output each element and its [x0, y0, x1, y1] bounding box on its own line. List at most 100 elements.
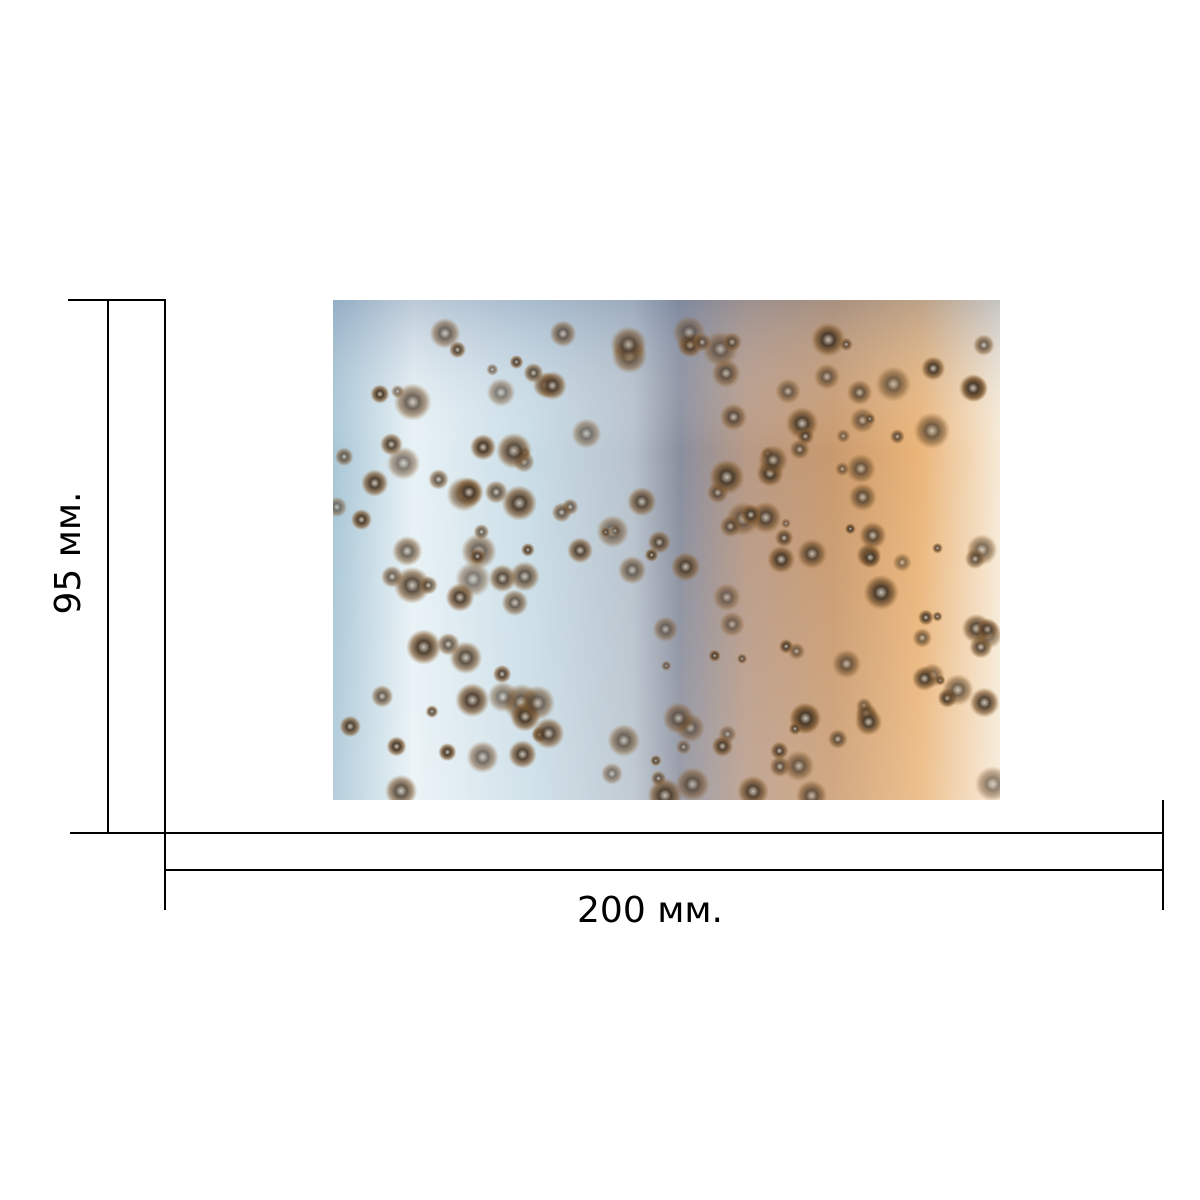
rust-spot	[473, 523, 490, 540]
rust-spot	[796, 538, 828, 570]
rust-spot	[722, 332, 743, 353]
rust-spot	[932, 611, 943, 622]
rust-spot	[607, 724, 641, 757]
rust-spot	[848, 482, 878, 512]
rust-spot	[647, 777, 683, 800]
rust-spot	[796, 427, 815, 446]
rust-spot	[770, 741, 789, 761]
rust-spot	[360, 469, 389, 497]
rust-spot	[501, 485, 538, 521]
rust-spot	[384, 774, 418, 800]
rust-spot	[834, 461, 850, 477]
width-label: 200 мм.	[577, 890, 723, 931]
rust-spot	[670, 551, 701, 582]
rust-spot	[455, 682, 490, 718]
rust-spot	[627, 486, 657, 517]
rust-spot	[875, 366, 912, 402]
rust-spot	[662, 702, 695, 735]
rust-spot	[719, 611, 745, 638]
rust-spot	[418, 575, 438, 595]
rust-spot	[487, 681, 519, 713]
rust-spot	[783, 750, 815, 782]
rust-spot	[845, 453, 877, 484]
rust-spot	[386, 446, 421, 481]
rust-spot	[386, 736, 407, 757]
rust-spot	[469, 548, 486, 565]
rust-spot	[795, 779, 828, 800]
rust-spot	[913, 412, 951, 450]
height-label: 95 мм.	[48, 491, 89, 614]
rust-spot	[675, 739, 692, 755]
rust-spot	[571, 418, 602, 449]
rust-spot	[333, 496, 348, 518]
rust-spot	[972, 334, 995, 356]
rust-spot	[719, 515, 742, 538]
rust-spot	[708, 649, 721, 662]
rust-spot	[911, 665, 938, 692]
rust-spot	[425, 705, 439, 719]
rust-spot	[508, 740, 537, 769]
rust-spot	[863, 574, 899, 611]
rust-spot	[405, 629, 442, 665]
rust-spot	[469, 434, 497, 461]
rust-spot	[739, 503, 762, 526]
rust-spot	[350, 509, 373, 531]
rust-spot	[889, 429, 905, 445]
rust-spot	[600, 762, 623, 785]
rust-spot	[484, 480, 508, 504]
rust-spot	[863, 412, 876, 425]
rust-spot	[334, 447, 354, 467]
rust-spot	[780, 518, 792, 529]
rust-spot	[810, 322, 846, 358]
rust-spot	[831, 649, 862, 679]
rust-spot	[932, 542, 943, 554]
rust-spot	[854, 708, 883, 736]
rust-spot	[675, 766, 710, 800]
rust-spot	[370, 384, 390, 404]
rust-spot	[692, 332, 712, 352]
rust-spot	[381, 565, 404, 588]
rust-spot	[436, 632, 460, 656]
rust-spot	[454, 477, 484, 507]
rust-spot	[549, 320, 577, 348]
rust-spot	[767, 545, 796, 574]
rust-spot	[813, 363, 841, 391]
rust-spot	[964, 548, 986, 570]
rust-spot	[466, 740, 499, 774]
rust-spot	[969, 687, 1000, 718]
rust-spot	[844, 523, 856, 535]
rust-spot	[708, 458, 745, 496]
rust-spot	[775, 378, 801, 405]
rust-spot	[661, 660, 672, 671]
rust-spot	[537, 371, 567, 401]
rust-spot	[650, 754, 662, 767]
rust-spot	[975, 617, 999, 641]
rust-spot	[495, 432, 533, 469]
photo	[333, 300, 1000, 800]
rust-spot	[567, 537, 594, 564]
rust-spot	[836, 428, 851, 444]
rust-spot	[737, 775, 770, 800]
rust-spot	[392, 535, 423, 567]
rust-spot	[774, 528, 794, 548]
rust-spot	[719, 403, 748, 431]
rust-spot	[600, 527, 611, 538]
rust-spot	[455, 561, 491, 598]
rust-spot	[339, 715, 362, 738]
rust-spot	[486, 378, 516, 407]
rust-spot	[974, 766, 1000, 800]
rust-spot	[519, 685, 556, 721]
rust-spot	[551, 502, 572, 523]
rust-spot	[958, 373, 988, 403]
rust-spot	[393, 383, 432, 421]
rust-spot	[920, 356, 946, 381]
rust-spot	[711, 735, 734, 758]
rust-spot	[509, 355, 524, 370]
rust-spot	[712, 582, 742, 612]
rust-spot	[846, 379, 873, 406]
rust-spot	[757, 444, 789, 476]
rust-spot	[509, 561, 540, 592]
rust-spot	[523, 362, 544, 383]
